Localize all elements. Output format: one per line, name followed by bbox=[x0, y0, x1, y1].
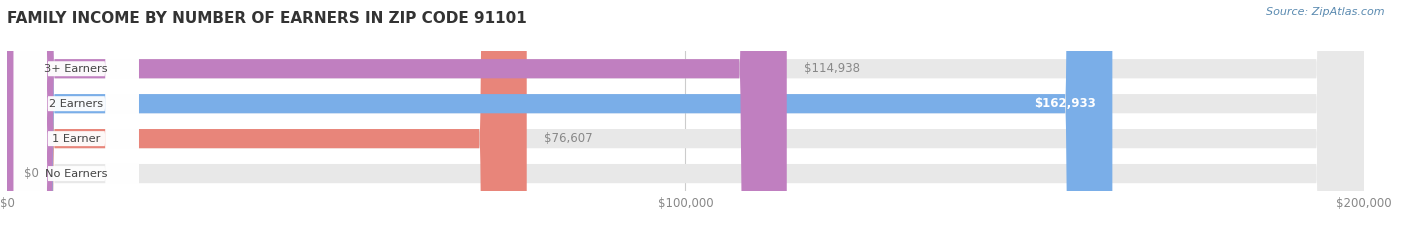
Text: $162,933: $162,933 bbox=[1033, 97, 1095, 110]
FancyBboxPatch shape bbox=[7, 0, 1364, 233]
Text: $114,938: $114,938 bbox=[804, 62, 859, 75]
Text: 2 Earners: 2 Earners bbox=[49, 99, 103, 109]
FancyBboxPatch shape bbox=[14, 0, 139, 233]
Text: $0: $0 bbox=[24, 167, 39, 180]
Text: No Earners: No Earners bbox=[45, 169, 107, 178]
FancyBboxPatch shape bbox=[7, 0, 527, 233]
Text: 1 Earner: 1 Earner bbox=[52, 134, 100, 144]
FancyBboxPatch shape bbox=[7, 0, 1364, 233]
FancyBboxPatch shape bbox=[7, 0, 1364, 233]
Text: 3+ Earners: 3+ Earners bbox=[45, 64, 108, 74]
FancyBboxPatch shape bbox=[14, 0, 139, 233]
Text: $76,607: $76,607 bbox=[544, 132, 592, 145]
FancyBboxPatch shape bbox=[14, 0, 139, 233]
Text: Source: ZipAtlas.com: Source: ZipAtlas.com bbox=[1267, 7, 1385, 17]
FancyBboxPatch shape bbox=[7, 0, 1364, 233]
FancyBboxPatch shape bbox=[14, 0, 139, 233]
FancyBboxPatch shape bbox=[7, 0, 787, 233]
Text: FAMILY INCOME BY NUMBER OF EARNERS IN ZIP CODE 91101: FAMILY INCOME BY NUMBER OF EARNERS IN ZI… bbox=[7, 11, 527, 26]
FancyBboxPatch shape bbox=[7, 0, 1112, 233]
